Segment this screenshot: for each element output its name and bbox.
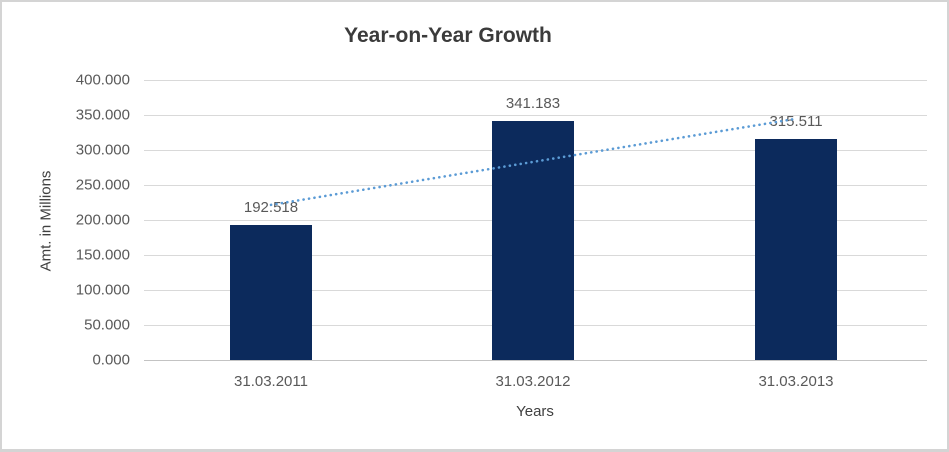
y-tick-label: 350.000 [75, 106, 130, 124]
y-tick-label: 250.000 [75, 176, 130, 194]
bar [755, 139, 837, 360]
y-tick-label: 150.000 [75, 246, 130, 264]
gridline [144, 115, 927, 116]
bar [230, 225, 312, 360]
y-tick-label: 50.000 [84, 316, 130, 334]
bar-data-label: 192.518 [243, 199, 299, 217]
bar-data-label: 315.511 [769, 113, 823, 131]
bar-data-label: 341.183 [505, 95, 561, 113]
y-tick-label: 0.000 [92, 351, 130, 369]
bar [492, 121, 574, 360]
x-tick-label: 31.03.2011 [234, 373, 308, 390]
y-tick-label: 100.000 [75, 281, 130, 299]
y-tick-label: 400.000 [75, 71, 130, 89]
gridline [144, 80, 927, 81]
x-tick-label: 31.03.2012 [495, 373, 571, 390]
x-axis-title: Years [516, 403, 554, 420]
x-axis-line [144, 360, 927, 361]
y-tick-label: 200.000 [75, 211, 130, 229]
chart-title: Year-on-Year Growth [344, 24, 552, 47]
y-tick-label: 300.000 [75, 141, 130, 159]
x-tick-label: 31.03.2013 [758, 373, 834, 390]
